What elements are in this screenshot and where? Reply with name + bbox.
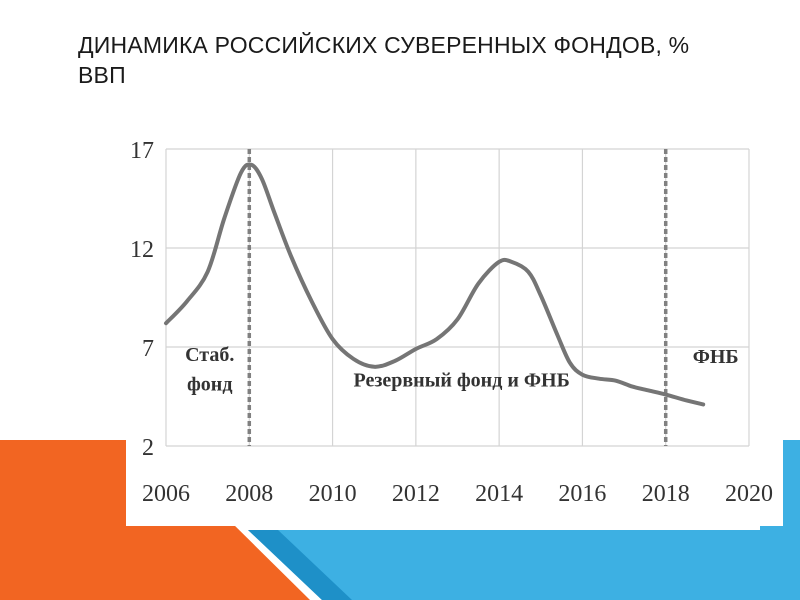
y-tick-label: 2: [142, 435, 154, 461]
chart-panel: 2 7 12 17 2006 2008 2010 2012 2014 2016 2018 2020 …: [126, 128, 783, 526]
x-tick-label: 2016: [558, 481, 606, 507]
x-tick-label: 2012: [392, 481, 440, 507]
chart-annotation: Резервный фонд и ФНБ: [354, 370, 570, 392]
chart-annotations: Стаб. фонд Резервный фонд и ФНБ ФНБ: [185, 344, 739, 396]
y-tick-label: 7: [142, 336, 154, 362]
chart-grid: [165, 148, 750, 447]
x-tick-label: 2018: [642, 481, 690, 507]
x-tick-label: 2010: [309, 481, 357, 507]
blue-accent-stripe: [248, 530, 352, 600]
x-axis-ticks: 2006 2008 2010 2012 2014 2016 2018 2020: [142, 481, 773, 507]
chart-dividers: [247, 149, 668, 446]
x-tick-label: 2006: [142, 481, 190, 507]
series-line: [164, 162, 706, 407]
y-tick-label: 12: [130, 237, 154, 263]
chart-annotation: ФНБ: [693, 346, 739, 368]
y-axis-ticks: 2 7 12 17: [130, 138, 154, 461]
slide-title: ДИНАМИКА РОССИЙСКИХ СУВЕРЕННЫХ ФОНДОВ, %…: [78, 32, 690, 88]
x-tick-label: 2014: [475, 481, 523, 507]
x-tick-label: 2020: [725, 481, 773, 507]
chart-annotation: фонд: [187, 374, 232, 396]
chart-series: [164, 162, 706, 407]
blue-accent-shape: [248, 530, 800, 600]
y-tick-label: 17: [130, 138, 154, 164]
chart-annotation: Стаб.: [185, 344, 234, 366]
x-tick-label: 2008: [225, 481, 273, 507]
